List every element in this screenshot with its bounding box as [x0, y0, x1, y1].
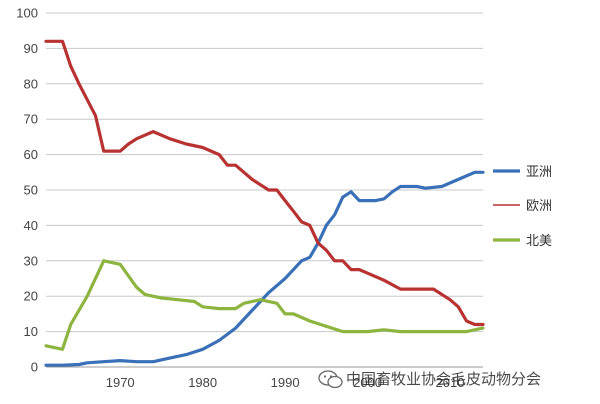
x-tick-label: 2010 — [436, 375, 465, 390]
series-line — [44, 39, 485, 327]
watermark-text: 中国畜牧业协会毛皮动物分会 — [346, 370, 541, 388]
series-lines — [44, 39, 485, 367]
y-tick-label: 60 — [24, 147, 38, 162]
watermark: 中国畜牧业协会毛皮动物分会 — [318, 370, 541, 389]
y-tick-label: 10 — [24, 324, 38, 339]
legend-label: 欧洲 — [526, 199, 552, 214]
x-tick-label: 1990 — [271, 375, 300, 390]
wechat-icon — [318, 370, 343, 389]
y-tick-label: 90 — [24, 41, 38, 56]
y-tick-label: 20 — [24, 289, 38, 304]
y-tick-label: 70 — [24, 112, 38, 127]
y-tick-label: 40 — [24, 218, 38, 233]
x-axis: 1970 1980 1990 2000 2010 — [106, 375, 465, 390]
y-tick-label: 30 — [24, 253, 38, 268]
y-axis: 0 10 20 30 40 50 60 70 80 90 100 — [16, 6, 38, 375]
y-tick-label: 0 — [31, 360, 38, 375]
legend-label: 北美 — [526, 234, 552, 249]
x-tick-label: 1980 — [188, 375, 217, 390]
x-tick-label: 2000 — [353, 375, 382, 390]
gridlines — [46, 12, 483, 368]
legend-label: 亚洲 — [526, 165, 552, 180]
x-tick-label: 1970 — [106, 375, 135, 390]
series-line — [44, 170, 485, 367]
series-line — [44, 259, 485, 351]
y-tick-label: 100 — [16, 6, 38, 21]
y-tick-label: 50 — [24, 183, 38, 198]
y-tick-label: 80 — [24, 76, 38, 91]
